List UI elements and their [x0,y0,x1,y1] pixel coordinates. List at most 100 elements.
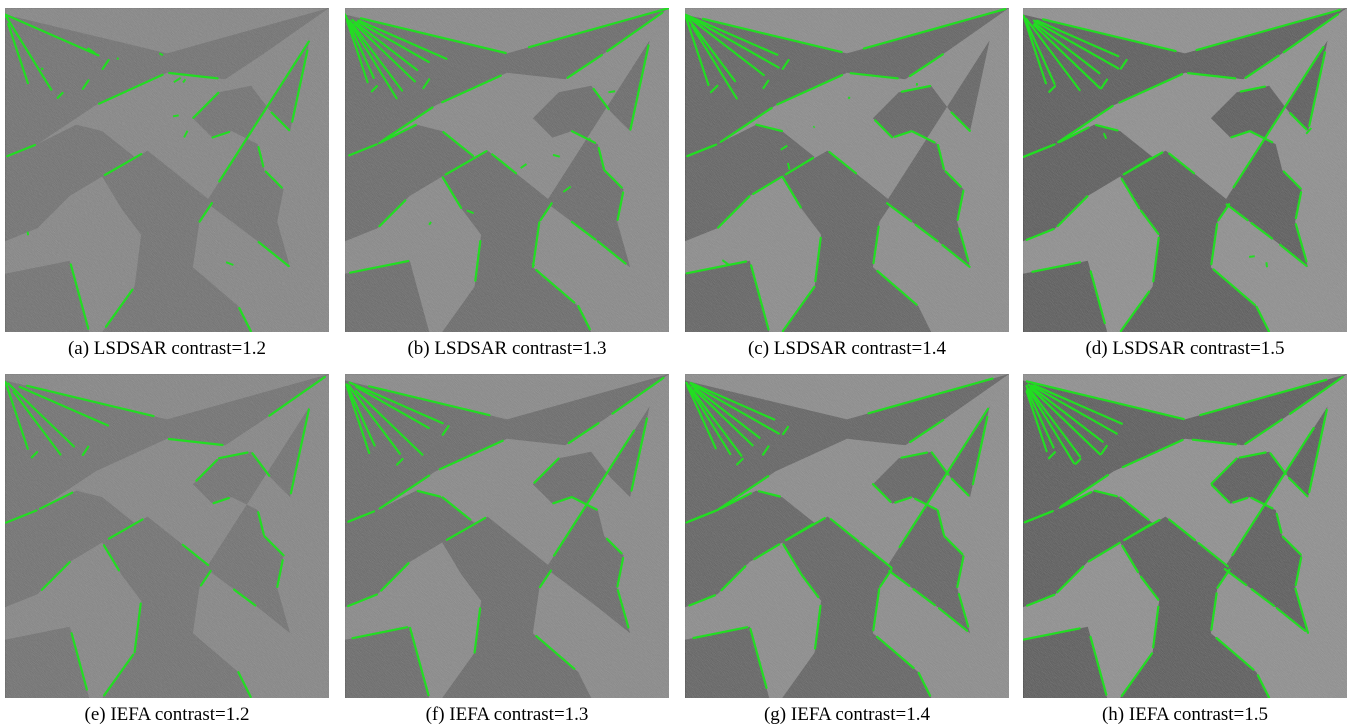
detected-segment [1230,130,1251,139]
detected-segment [611,376,665,415]
false-detection [780,144,788,151]
detected-segment [1094,123,1119,132]
detected-segment [1029,386,1102,456]
detected-segment [1282,13,1339,54]
detected-segment [1120,177,1141,210]
detected-segment [527,8,669,49]
detected-segment [720,565,747,592]
detected-segment [1250,496,1274,510]
detected-segment [1168,518,1196,542]
panel-e: (e) IEFA contrast=1.2 [5,374,329,725]
detected-segment [597,146,606,171]
detected-segment [1048,84,1057,93]
detected-segment [1033,22,1101,75]
edge-detection-image [1023,8,1347,332]
detected-segment [1120,652,1154,697]
false-detection [466,209,474,215]
detected-segment [552,495,573,505]
detected-segment [1025,390,1048,453]
edge-detection-image [1023,374,1347,698]
detected-segment [257,511,265,536]
detected-segment [195,458,219,482]
detected-segment [181,543,210,567]
detected-segment [70,632,89,691]
detected-segment [749,264,770,331]
false-detection [562,185,572,193]
false-detection [116,57,119,60]
detected-segment [592,87,610,111]
detected-segment [1289,375,1344,415]
panel-d: (d) LSDSAR contrast=1.5 [1023,8,1347,359]
detected-segment [1294,587,1310,634]
detected-segment [689,381,776,421]
detected-segment [616,556,625,588]
detected-segment [1215,636,1255,671]
detected-segment [97,73,164,105]
detected-segment [1028,388,1082,458]
detected-segment [898,407,990,549]
detected-segment [782,543,803,575]
detected-segment [936,144,945,171]
detected-segment [871,483,892,504]
detected-segment [1244,54,1280,80]
detected-segment [347,19,398,100]
detected-segment [685,260,748,275]
detected-segment [347,510,376,523]
detected-segment [577,305,591,331]
detected-segment [720,492,753,510]
detected-segment [1023,15,1056,85]
detected-segment [874,119,894,139]
panel-h: (h) IEFA contrast=1.5 [1023,374,1347,725]
detected-segment [444,150,488,176]
detected-segment [956,555,965,589]
detected-segment [5,13,53,91]
detected-segment [956,189,965,221]
detected-segment [7,22,29,85]
detected-segment [943,535,964,556]
detected-segment [859,541,893,569]
detected-segment [1255,305,1270,332]
detected-segment [1244,418,1283,446]
detected-segment [755,123,784,133]
speckle-noise [346,9,669,332]
detected-segment [1122,157,1152,176]
detected-segment [914,497,938,511]
detected-segment [18,385,110,427]
detected-segments [345,8,669,331]
detected-segment [1057,104,1114,144]
detected-segment [1026,388,1055,449]
detected-segment [776,73,844,106]
false-detection [1305,127,1313,135]
detected-segment [936,509,945,536]
detected-segment [686,384,717,450]
detected-segment [971,415,989,486]
detected-segment [441,176,463,209]
detected-segment [1123,522,1153,542]
detected-segment [829,518,860,543]
detected-segment [894,496,912,504]
detected-segment [1250,588,1276,608]
detected-segment [1294,191,1303,220]
detected-segment [908,53,944,78]
detected-segment [535,269,576,304]
false-detection [531,262,536,267]
detected-segment [441,496,472,521]
detected-segment [630,417,648,492]
detected-segment [353,22,417,83]
detected-segment [950,477,970,497]
detected-segment [1294,556,1303,587]
caption-c: (c) LSDSAR contrast=1.4 [747,338,947,359]
detected-segment [416,489,442,498]
detected-segment [237,671,252,698]
detected-segment [749,627,768,689]
detected-segment [1023,14,1047,85]
detected-segment [685,14,765,77]
detected-segment [40,560,71,591]
speckle-noise [686,375,1009,698]
detected-segment [691,385,761,439]
detected-segment [761,445,770,456]
detected-segment [1119,496,1150,521]
detected-segment [1232,45,1325,189]
speckle-noise [1024,375,1347,698]
detected-segment [5,381,29,450]
